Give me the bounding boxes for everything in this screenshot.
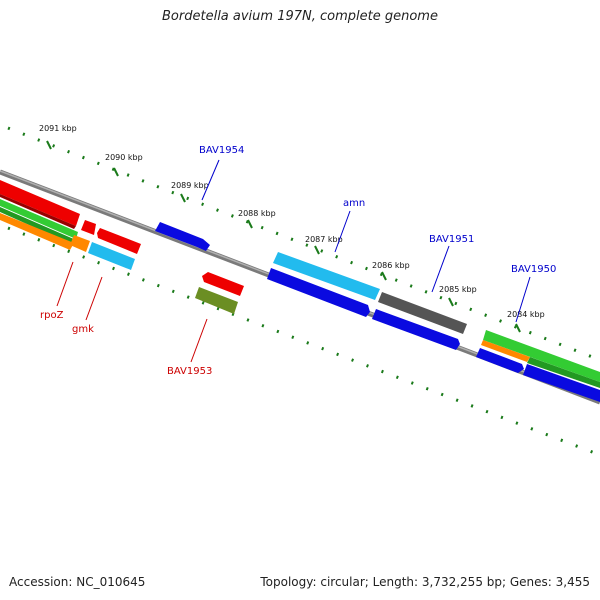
outer-tick-track	[7, 126, 600, 362]
inner-tick-track	[7, 226, 600, 457]
rpoz-leader	[56, 261, 74, 307]
orange-feature-gmk	[70, 235, 90, 252]
red-feature-arrow	[0, 180, 80, 226]
feature-tracks-left	[0, 180, 141, 270]
green-feature-bar-2	[0, 207, 76, 245]
tick-label: 2088 kbp	[238, 209, 276, 218]
tick-label: 2089 kbp	[171, 181, 209, 190]
tick-label: 2086 kbp	[372, 261, 410, 270]
tick-label: 2091 kbp	[39, 124, 77, 133]
gene-label-bav1954: BAV1954	[199, 145, 244, 156]
bav1954-gene[interactable]	[155, 222, 210, 251]
blue-feature-under-bav1951	[372, 309, 460, 350]
green-feature-bar	[0, 199, 78, 239]
tick-marks	[46, 140, 521, 333]
accession-text: Accession: NC_010645	[9, 575, 146, 589]
bav1953-leader	[190, 318, 208, 363]
small-red-feature	[81, 220, 96, 235]
map-title: Bordetella avium 197N, complete genome	[162, 9, 438, 24]
gene-label-bav1950: BAV1950	[511, 264, 556, 275]
tick-label: 2090 kbp	[105, 153, 143, 162]
orange-feature-right	[481, 340, 530, 362]
bav1951-leader	[431, 245, 450, 293]
tick-label: 2084 kbp	[507, 310, 545, 319]
cyan-feature-gmk	[88, 242, 135, 270]
bav1951-gene[interactable]	[378, 292, 467, 334]
orange-feature-bar	[0, 213, 74, 250]
bav1954-leader	[201, 159, 220, 201]
gene-label-bav1953: BAV1953	[167, 366, 212, 377]
red-feature-shadow	[0, 194, 76, 229]
gmk-leader	[85, 276, 103, 321]
blue-feature-under-amn	[267, 268, 370, 317]
gene-label-bav1951: BAV1951	[429, 234, 474, 245]
blue-feature-right	[523, 364, 600, 402]
gene-label-amn: amn	[343, 198, 365, 209]
bav1950-gene[interactable]	[476, 348, 524, 373]
red-feature-arrow-left	[97, 228, 141, 254]
tick-label: 2085 kbp	[439, 285, 477, 294]
gene-label-rpoz: rpoZ	[40, 310, 64, 321]
green-feature-right-2	[527, 357, 600, 388]
red-feature-mid	[202, 272, 244, 296]
green-feature-right	[483, 330, 600, 382]
amn-gene[interactable]	[273, 252, 380, 300]
bav1950-leader	[515, 276, 531, 323]
amn-leader	[334, 210, 351, 253]
gene-label-gmk: gmk	[72, 324, 94, 335]
bav1953-gene[interactable]	[195, 287, 238, 314]
genome-summary-text: Topology: circular; Length: 3,732,255 bp…	[260, 575, 590, 589]
tick-label: 2087 kbp	[305, 235, 343, 244]
